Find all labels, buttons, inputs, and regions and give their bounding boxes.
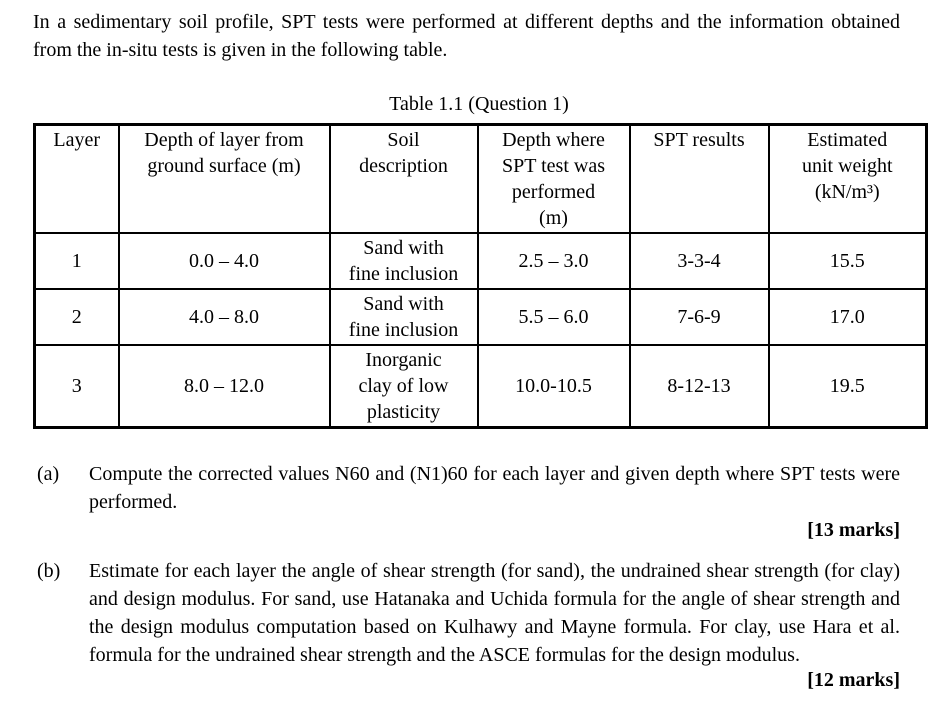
cell-spt-results: 8-12-13 xyxy=(628,344,770,429)
cell-depth-range: 0.0 – 4.0 xyxy=(117,232,331,290)
spt-results-table: Layer Depth of layer from ground surface… xyxy=(33,123,928,429)
question-b-label: (b) xyxy=(37,560,61,582)
cell-depth-range: 8.0 – 12.0 xyxy=(117,344,331,429)
column-header-spt-depth: Depth where SPT test was performed (m) xyxy=(476,123,631,234)
intro-paragraph: In a sedimentary soil profile, SPT tests… xyxy=(33,11,900,61)
cell-unit-weight: 15.5 xyxy=(767,232,928,290)
cell-spt-depth: 2.5 – 3.0 xyxy=(476,232,631,290)
cell-spt-results: 7-6-9 xyxy=(628,288,770,346)
table-header-row: Layer Depth of layer from ground surface… xyxy=(33,123,928,234)
cell-unit-weight: 19.5 xyxy=(767,344,928,429)
cell-soil-description: Inorganic clay of low plasticity xyxy=(328,344,479,429)
question-b: (b) Estimate for each layer the angle of… xyxy=(33,557,900,669)
table-row: 2 4.0 – 8.0 Sand with fine inclusion 5.5… xyxy=(33,288,928,346)
cell-layer: 3 xyxy=(33,344,120,429)
cell-spt-depth: 10.0-10.5 xyxy=(476,344,631,429)
column-header-depth-range: Depth of layer from ground surface (m) xyxy=(117,123,331,234)
question-a-marks: [13 marks] xyxy=(807,519,900,541)
question-a-text: Compute the corrected values N60 and (N1… xyxy=(89,463,900,513)
cell-spt-depth: 5.5 – 6.0 xyxy=(476,288,631,346)
cell-layer: 1 xyxy=(33,232,120,290)
cell-unit-weight: 17.0 xyxy=(767,288,928,346)
column-header-soil-description: Soil description xyxy=(328,123,479,234)
cell-soil-description: Sand with fine inclusion xyxy=(328,232,479,290)
column-header-layer: Layer xyxy=(33,123,120,234)
question-a-label: (a) xyxy=(37,463,60,485)
question-b-text: Estimate for each layer the angle of she… xyxy=(89,560,900,666)
question-b-marks: [12 marks] xyxy=(807,669,900,691)
table-row: 1 0.0 – 4.0 Sand with fine inclusion 2.5… xyxy=(33,232,928,290)
column-header-spt-results: SPT results xyxy=(628,123,770,234)
cell-soil-description: Sand with fine inclusion xyxy=(328,288,479,346)
table-caption: Table 1.1 (Question 1) xyxy=(389,93,569,115)
question-a: (a) Compute the corrected values N60 and… xyxy=(33,460,900,516)
column-header-unit-weight: Estimated unit weight (kN/m³) xyxy=(767,123,928,234)
cell-layer: 2 xyxy=(33,288,120,346)
cell-spt-results: 3-3-4 xyxy=(628,232,770,290)
cell-depth-range: 4.0 – 8.0 xyxy=(117,288,331,346)
table-row: 3 8.0 – 12.0 Inorganic clay of low plast… xyxy=(33,344,928,429)
